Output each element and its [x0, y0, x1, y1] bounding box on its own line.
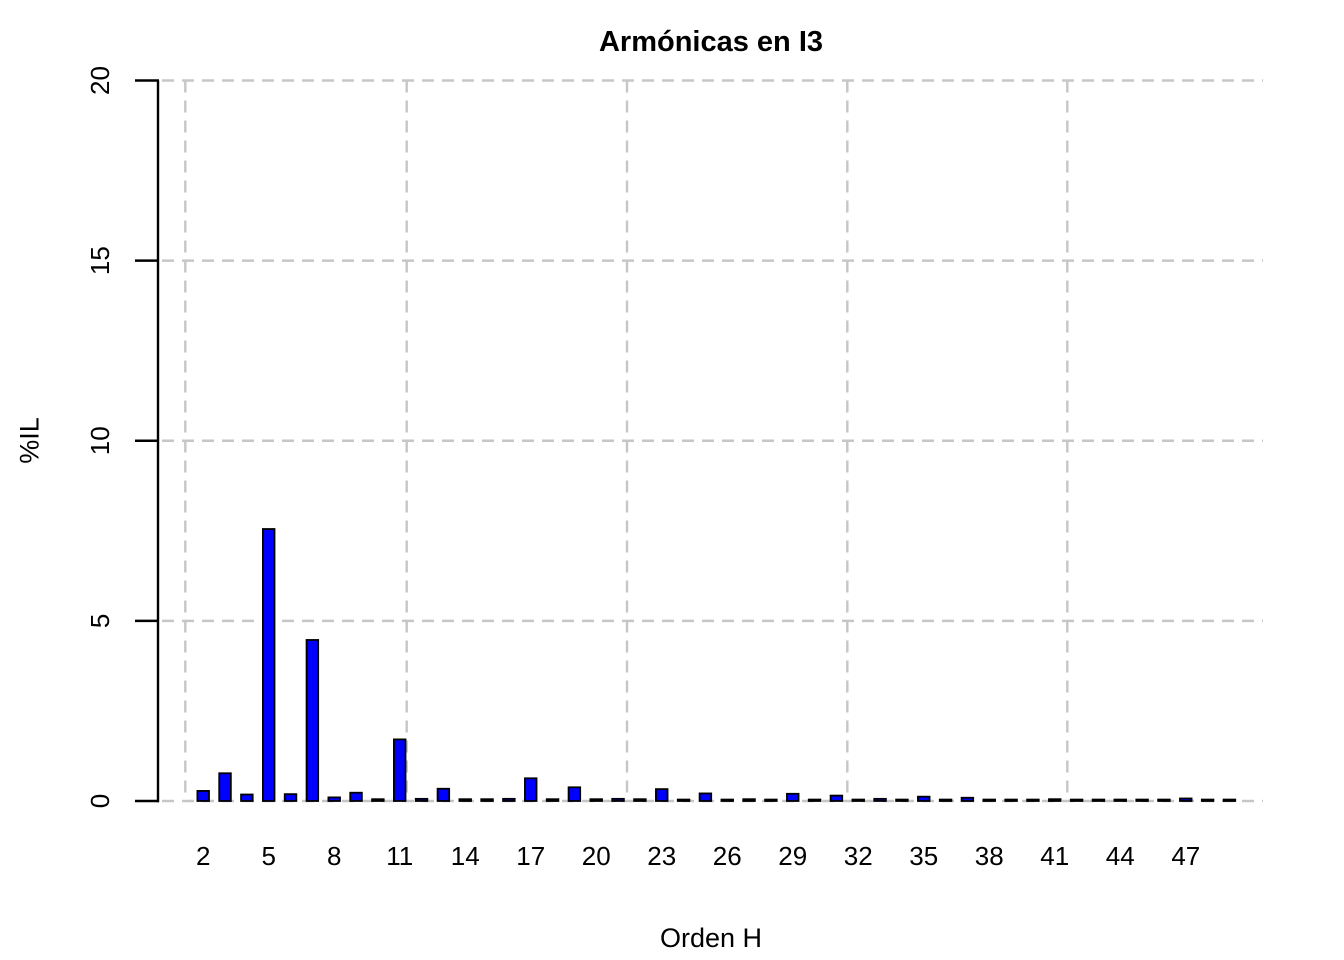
x-tick-label: 2 — [196, 841, 210, 871]
bar-h23 — [655, 788, 669, 802]
x-tick-label: 26 — [713, 841, 742, 871]
chart-title: Armónicas en I3 — [598, 26, 824, 58]
y-tick-label: 10 — [85, 426, 115, 455]
bar-h36 — [938, 798, 953, 802]
bar-h17 — [524, 777, 538, 802]
bar-h11 — [393, 738, 407, 802]
bar-h30 — [807, 798, 822, 802]
bar-h6 — [283, 793, 298, 802]
bar-h18 — [545, 798, 560, 802]
bar-h49 — [1222, 798, 1237, 802]
y-tick-label: 0 — [85, 794, 115, 808]
bar-h39 — [1004, 798, 1018, 802]
bar-h48 — [1200, 798, 1215, 802]
x-tick-label: 17 — [516, 841, 545, 871]
bar-h44 — [1113, 798, 1127, 802]
bar-h45 — [1135, 798, 1149, 802]
x-tick-label: 5 — [261, 841, 275, 871]
x-tick-label: 14 — [451, 841, 480, 871]
bar-h21 — [611, 797, 625, 802]
x-tick-label: 11 — [386, 841, 413, 871]
x-tick-label: 44 — [1106, 841, 1135, 871]
bar-h5 — [262, 528, 276, 802]
bar-h35 — [917, 795, 931, 802]
x-tick-label: 47 — [1171, 841, 1200, 871]
x-tick-label: 8 — [327, 841, 341, 871]
bar-h8 — [327, 796, 341, 802]
y-tick-label: 5 — [85, 614, 115, 628]
bar-h32 — [851, 798, 865, 802]
bar-h9 — [349, 791, 363, 802]
y-axis-title: %IL — [14, 417, 45, 464]
bar-h34 — [895, 798, 909, 802]
bar-h40 — [1026, 798, 1040, 802]
x-tick-label: 38 — [975, 841, 1004, 871]
bar-h2 — [196, 790, 210, 802]
bar-h24 — [676, 798, 691, 802]
x-tick-label: 23 — [647, 841, 676, 871]
bar-h33 — [873, 797, 887, 802]
bar-h43 — [1091, 798, 1106, 802]
bar-h37 — [960, 796, 975, 802]
bar-h19 — [567, 786, 582, 802]
x-axis-title: Orden H — [659, 923, 763, 953]
x-tick-label: 20 — [582, 841, 611, 871]
x-tick-label: 29 — [778, 841, 807, 871]
bar-h7 — [305, 639, 320, 802]
y-tick-label: 15 — [85, 246, 115, 275]
bar-h15 — [480, 798, 494, 802]
x-tick-label: 41 — [1040, 841, 1069, 871]
bar-h4 — [240, 793, 254, 802]
bar-h42 — [1069, 798, 1084, 802]
bar-h46 — [1157, 798, 1171, 802]
bar-h28 — [764, 798, 778, 802]
bar-h14 — [458, 798, 472, 802]
bar-h31 — [829, 794, 844, 802]
bar-h10 — [371, 798, 385, 802]
bar-h25 — [698, 792, 713, 802]
x-tick-label: 35 — [909, 841, 938, 871]
bar-h22 — [633, 798, 647, 802]
bar-h26 — [720, 798, 734, 802]
bar-h20 — [589, 798, 603, 802]
bar-h41 — [1048, 798, 1062, 802]
bar-h29 — [786, 792, 800, 802]
bar-h3 — [218, 772, 232, 802]
bar-h13 — [436, 787, 451, 802]
bar-h27 — [742, 798, 756, 802]
bar-h12 — [414, 797, 429, 802]
bar-h38 — [982, 798, 996, 802]
bar-h16 — [502, 797, 516, 802]
y-tick-label: 20 — [85, 66, 115, 95]
bar-h47 — [1179, 797, 1193, 802]
x-tick-label: 32 — [844, 841, 873, 871]
